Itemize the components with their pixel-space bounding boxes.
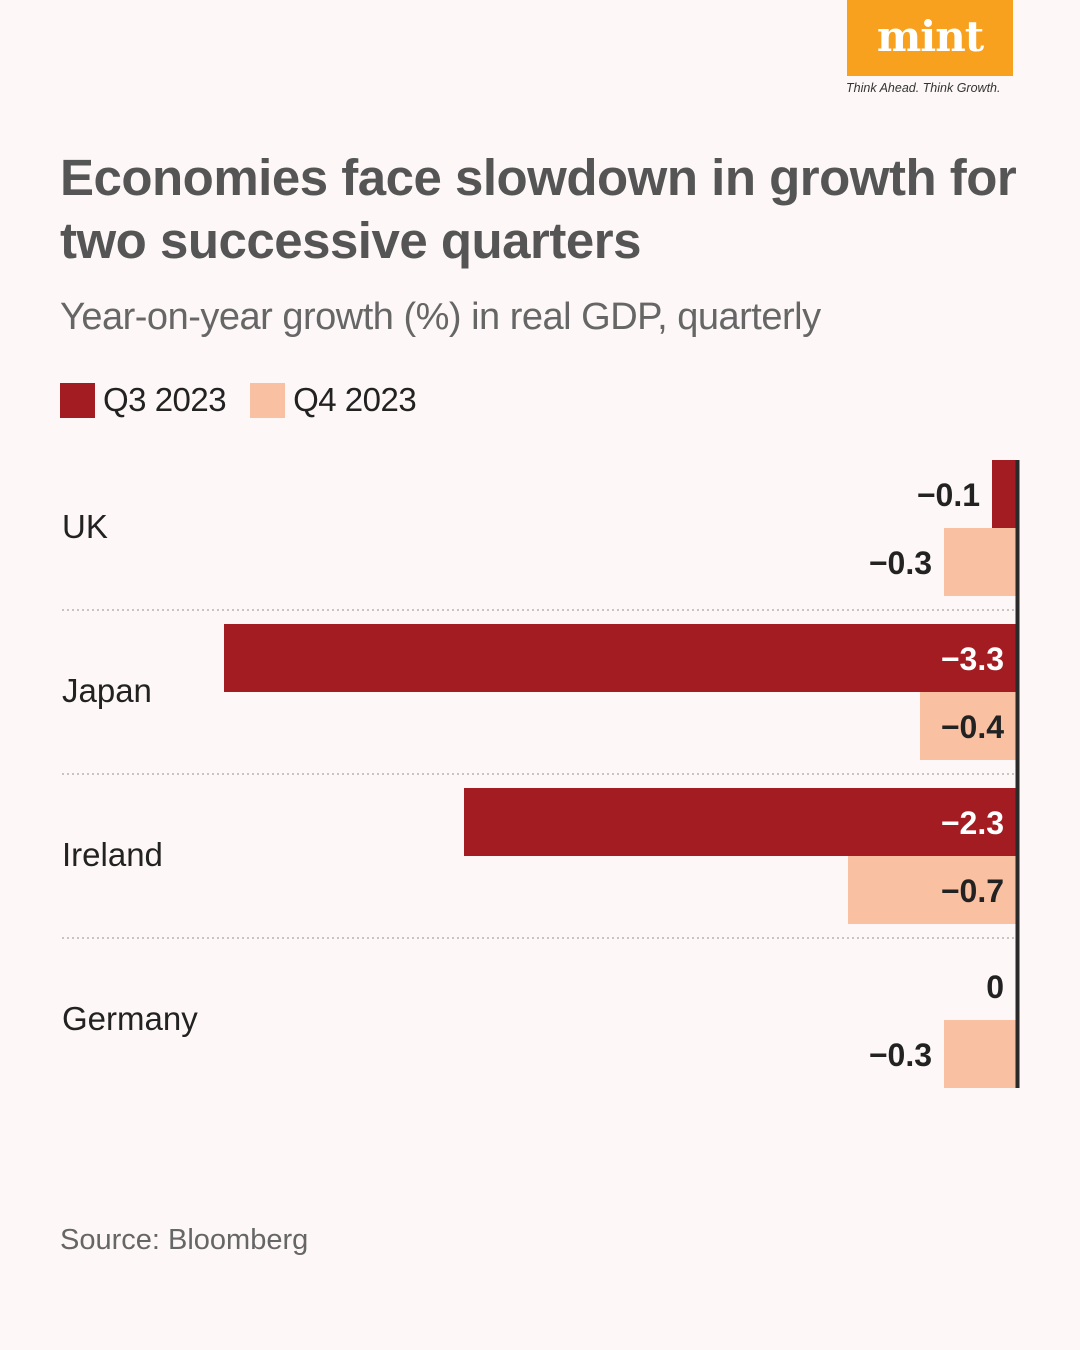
category-label: UK: [62, 508, 108, 545]
data-label: −0.3: [869, 1037, 932, 1073]
bar-q4: [920, 692, 1016, 760]
bar-q4: [848, 856, 1016, 924]
data-label: −0.3: [869, 545, 932, 581]
source-note: Source: Bloomberg: [60, 1224, 309, 1256]
data-label: −0.1: [917, 477, 980, 513]
legend-swatch-q3: [60, 382, 95, 418]
chart-subtitle: Year-on-year growth (%) in real GDP, qua…: [60, 296, 821, 338]
legend-label-q4: Q4 2023: [293, 381, 417, 418]
bar-q3: [992, 460, 1016, 528]
logo-text: mint: [876, 11, 984, 61]
mint-logo: mint: [847, 0, 1013, 76]
bar-q3: [224, 624, 1016, 692]
data-label: −2.3: [941, 805, 1004, 841]
chart-title: Economies face slowdown in growth for tw…: [60, 149, 1017, 269]
legend-item-q4: Q4 2023: [250, 381, 417, 419]
data-label: −0.7: [941, 873, 1004, 909]
brand-tagline: Think Ahead. Think Growth.: [846, 81, 1001, 95]
category-label: Ireland: [62, 836, 163, 873]
bar-q4: [944, 1020, 1016, 1088]
legend: Q3 2023 Q4 2023: [60, 381, 440, 419]
bar-q3: [464, 788, 1016, 856]
category-label: Japan: [62, 672, 152, 709]
bar-q4: [944, 528, 1016, 596]
data-label: 0: [986, 969, 1004, 1005]
legend-swatch-q4: [250, 382, 286, 418]
category-label: Germany: [62, 1000, 198, 1037]
legend-item-q3: Q3 2023: [60, 381, 227, 419]
legend-label-q3: Q3 2023: [103, 381, 227, 418]
data-label: −0.4: [941, 709, 1004, 745]
data-label: −3.3: [941, 641, 1004, 677]
